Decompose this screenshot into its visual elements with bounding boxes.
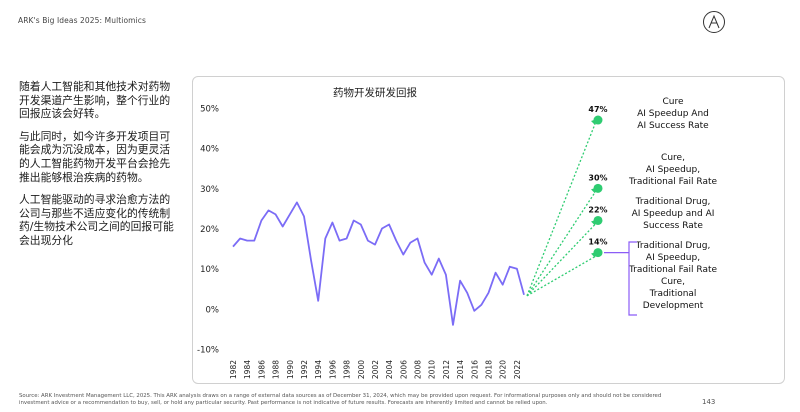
y-axis: -10% 0% 10% 20% 30% 40% 50% (197, 105, 219, 356)
scenario-description: Traditional Drug, (635, 197, 711, 207)
scenario-labels: 47% Cure AI Speedup And AI Success Rate 30% C… (588, 97, 718, 316)
series-line (232, 201, 525, 326)
x-tick-label: 1986 (257, 360, 266, 379)
scenario-point (593, 183, 603, 193)
x-tick-label: 2000 (357, 360, 366, 379)
chart-panel: 药物开发研发回报 -10% 0% 10% 20% 30% 40% 50% 1982 1984 1… (192, 76, 785, 384)
scenario-description: Traditional Drug, (635, 241, 711, 251)
scenario-description: AI Speedup And (637, 109, 709, 119)
slide-title: ARK's Big Ideas 2025: Multiomics (18, 16, 147, 25)
scenario-line (526, 256, 596, 297)
scenario-point (593, 215, 603, 225)
x-tick-label: 2010 (428, 360, 437, 379)
scenario-lines (526, 115, 603, 297)
x-tick-label: 1998 (343, 360, 352, 379)
y-tick-label: 0% (206, 305, 220, 315)
page-number: 143 (702, 398, 716, 406)
returns-chart: 药物开发研发回报 -10%0%10%20%30%40%50% 1982 1984 1… (197, 86, 718, 379)
scenario-value-label: 22% (588, 205, 607, 214)
x-tick-label: 1994 (314, 360, 323, 379)
x-tick-label: 1988 (272, 360, 281, 379)
y-tick-label: 50% (200, 105, 219, 115)
scenario-description: Traditional Fail Rate (628, 265, 718, 275)
x-tick-label: 2022 (513, 360, 522, 379)
scenario-description: AI Speedup, (646, 253, 700, 263)
x-axis: 1982 1984 1986 1988 1990 1992 1994 1996 1998 2000… (229, 360, 522, 379)
scenario-line (526, 123, 596, 297)
scenario-description: Traditional (649, 289, 697, 299)
scenario-line (526, 191, 596, 297)
scenario-value-label: 47% (588, 105, 607, 114)
scenario-line (526, 224, 596, 297)
x-tick-label: 1992 (300, 360, 309, 379)
x-tick-label: 1990 (286, 360, 295, 379)
chart-title: 药物开发研发回报 (333, 86, 417, 99)
x-tick-label: 2002 (371, 360, 380, 379)
scenario-description: AI Speedup, (646, 165, 700, 175)
x-tick-label: 1984 (243, 360, 252, 379)
y-tick-label: 10% (200, 265, 219, 275)
y-tick-label: 20% (200, 225, 219, 235)
x-tick-label: 1996 (328, 360, 337, 379)
scenario-description: AI Success Rate (637, 121, 709, 131)
y-tick-label: -10% (197, 346, 219, 356)
x-tick-label: 2012 (442, 360, 451, 379)
y-tick-label: 40% (200, 145, 219, 155)
scenario-point (593, 115, 603, 125)
scenario-point (593, 248, 603, 258)
scenario-bracket (628, 241, 637, 316)
scenario-description: Development (643, 301, 704, 311)
x-tick-label: 2004 (385, 360, 394, 379)
x-tick-label: 2014 (456, 360, 465, 379)
x-tick-label: 2006 (399, 360, 408, 379)
intro-paragraph: 与此同时，如今许多开发项目可能会成为沉没成本，因为更灵活的人工智能药物开发平台会… (19, 129, 171, 184)
x-tick-label: 2018 (485, 360, 494, 379)
scenario-description: Cure, (661, 277, 685, 287)
x-tick-label: 2016 (470, 360, 479, 379)
scenario-description: Success Rate (643, 221, 703, 231)
scenario-value-label: 14% (588, 238, 607, 247)
series-layer (232, 201, 525, 326)
x-tick-label: 2020 (499, 360, 508, 379)
scenario-description: Cure, (661, 153, 685, 163)
intro-paragraph: 人工智能驱动的寻求治愈方法的公司与那些不适应变化的传统制药/生物技术公司之间的回… (19, 193, 174, 247)
y-tick-label: 30% (200, 185, 219, 195)
scenario-description: AI Speedup and AI (632, 209, 715, 219)
scenario-description: Cure (662, 97, 683, 107)
scenario-value-label: 30% (588, 173, 607, 182)
ark-logo-icon (703, 11, 725, 33)
intro-paragraph: 随着人工智能和其他技术对药物开发渠道产生影响，整个行业的回报应该会好转。 (19, 80, 171, 121)
x-tick-label: 1982 (229, 360, 238, 379)
scenario-description: Traditional Fail Rate (628, 177, 718, 187)
source-note: Source: ARK Investment Management LLC, 2… (19, 393, 662, 406)
intro-text: 随着人工智能和其他技术对药物开发渠道产生影响，整个行业的回报应该会好转。 与此同… (19, 80, 177, 257)
x-tick-label: 2008 (414, 360, 423, 379)
